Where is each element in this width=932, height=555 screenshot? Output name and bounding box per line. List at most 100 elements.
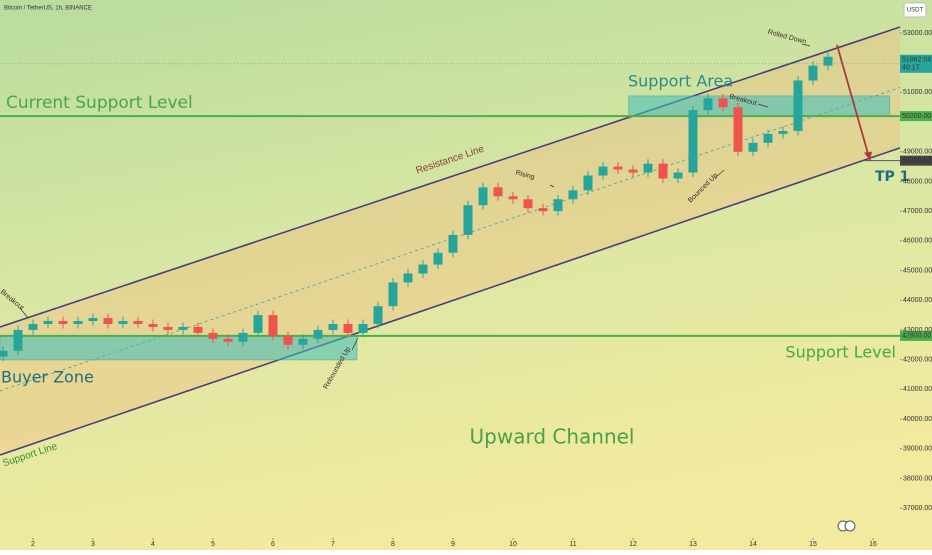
x-tick-label: 13 [689,541,697,548]
candle-body [568,190,578,200]
x-tick-label: 12 [629,541,637,548]
candle-body [118,321,128,325]
candle-body [358,324,368,333]
candle-body [658,163,668,179]
y-tick-label: 53000.00 [903,30,932,37]
x-tick-label: 14 [749,541,757,548]
candle-body [58,321,68,325]
candle-body [0,350,8,357]
plot [0,26,901,456]
candle-body [163,326,173,330]
y-tick-label: 39000.00 [903,446,932,453]
candle-body [628,169,638,173]
chart-title: Bitcoin / TetherUS, 1h, BINANCE [4,6,92,12]
y-tick-label: 41000.00 [903,386,932,393]
candle-body [148,324,158,327]
candle-body [583,175,593,191]
x-tick-label: 8 [391,541,395,548]
channel-line [0,147,901,456]
candle-body [823,56,833,66]
level-tag [900,330,932,341]
countdown: 40:17 [902,65,920,72]
y-tick-label: 46000.00 [903,238,932,245]
candle-body [478,187,488,206]
x-tick-label: 15 [809,541,817,548]
candle-body [103,318,113,325]
candle-body [208,332,218,339]
zone-label: Buyer Zone [1,368,94,387]
candle-body [508,196,518,200]
channel-line [0,26,901,328]
x-tick-label: 5 [211,541,215,548]
candle-body [373,306,383,325]
level-tag-label: 50200.00 [902,113,931,120]
candle-body [403,273,413,283]
candle-body [613,166,623,170]
candle-body [598,166,608,176]
candle-body [43,321,53,325]
y-tick-label: 37000.00 [903,505,932,512]
y-tick-label: 38000.00 [903,475,932,482]
candle-body [178,326,188,330]
y-tick-label: 47000.00 [903,208,932,215]
y-tick-label: 44000.00 [903,297,932,304]
y-tick-label: 49000.00 [903,149,932,156]
candle-body [448,234,458,253]
candle-body [463,205,473,235]
y-tick-label: 43000.00 [903,327,932,334]
candle-body [763,133,773,143]
x-tick-label: 16 [869,541,877,548]
candle-body [28,324,38,330]
currency-box[interactable] [903,2,927,18]
icons[interactable] [837,520,856,532]
y-tick-label: 51000.00 [903,89,932,96]
last-price-tag [900,54,932,73]
candle-body [193,326,203,333]
candle-body [643,163,653,173]
y-tick-label: 40000.00 [903,416,932,423]
currency[interactable]: USDT [907,8,924,14]
candle-body [238,332,248,342]
candle-body [133,321,143,325]
x-tick-label: 11 [569,541,576,548]
candle-body [343,324,353,333]
candle-body [553,199,563,212]
candle-body [748,142,758,152]
x-tick-label: 4 [151,541,155,548]
target-tag [900,155,932,166]
x-tick-label: 7 [331,541,335,548]
candle-body [523,199,533,209]
candle-body [688,110,698,173]
candle-body [673,172,683,179]
candle-body [283,335,293,345]
projection-arrow [836,44,871,161]
x-tick-label: 6 [271,541,275,548]
x-tick-label: 10 [509,541,517,548]
last-price-label: 51962.04 [902,57,931,64]
candle-body [718,98,728,108]
candle-body [418,264,428,274]
candle-body [388,282,398,307]
candle-body [13,329,23,351]
candle-body [793,80,803,131]
level-tag-label: 42800.00 [902,333,931,340]
target-tag-label: 48700.00 [902,158,931,165]
y-tick-label: 42000.00 [903,356,932,363]
x-tick-label: 3 [91,541,95,548]
x-tick-label: 9 [451,541,455,548]
level-label: Support Level [785,343,896,362]
y-tick-label: 48000.00 [903,178,932,185]
candle-body [298,338,308,345]
candle-body [88,318,98,322]
candle-body [703,98,713,111]
x-tick-label: 2 [31,541,35,548]
zone [628,95,891,117]
candle-body [733,107,743,152]
candle-body [313,329,323,339]
projection-head [864,151,872,161]
candle-body [328,324,338,330]
candle-body [778,130,788,134]
candle-body [253,315,263,333]
candle-body [268,315,278,336]
